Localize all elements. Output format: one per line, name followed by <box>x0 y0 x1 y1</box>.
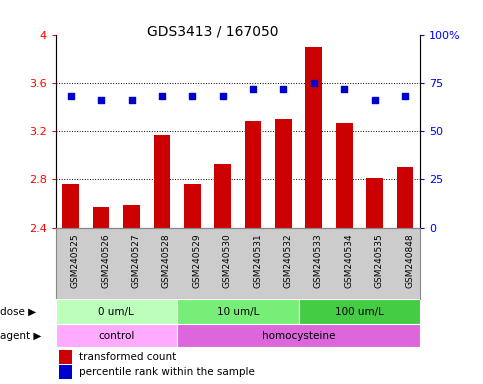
Text: GSM240526: GSM240526 <box>101 233 110 288</box>
Text: homocysteine: homocysteine <box>262 331 335 341</box>
Bar <box>56 324 177 347</box>
Point <box>67 93 74 99</box>
Bar <box>59 351 72 364</box>
Text: GSM240525: GSM240525 <box>71 233 80 288</box>
Text: 10 um/L: 10 um/L <box>217 306 259 316</box>
Text: GSM240534: GSM240534 <box>344 233 353 288</box>
Point <box>401 93 409 99</box>
Point <box>219 93 227 99</box>
Bar <box>177 299 298 324</box>
Point <box>128 97 135 103</box>
Point <box>249 86 257 92</box>
Bar <box>123 205 140 228</box>
Text: GSM240532: GSM240532 <box>284 233 293 288</box>
Bar <box>305 46 322 228</box>
Bar <box>275 119 292 228</box>
Text: agent ▶: agent ▶ <box>0 331 42 341</box>
Text: GSM240535: GSM240535 <box>375 233 384 288</box>
Text: GSM240529: GSM240529 <box>192 233 201 288</box>
Text: GSM240530: GSM240530 <box>223 233 232 288</box>
Point <box>188 93 196 99</box>
Text: GSM240848: GSM240848 <box>405 233 414 288</box>
Text: GSM240527: GSM240527 <box>131 233 141 288</box>
Bar <box>184 184 200 228</box>
Bar <box>298 299 420 324</box>
Bar <box>397 167 413 228</box>
Point <box>371 97 379 103</box>
Text: 0 um/L: 0 um/L <box>99 306 134 316</box>
Bar <box>336 122 353 228</box>
Point <box>341 86 348 92</box>
Text: dose ▶: dose ▶ <box>0 306 36 316</box>
Text: control: control <box>98 331 134 341</box>
Text: transformed count: transformed count <box>79 352 176 362</box>
Text: GSM240531: GSM240531 <box>253 233 262 288</box>
Text: GSM240528: GSM240528 <box>162 233 171 288</box>
Point <box>310 80 318 86</box>
Bar <box>56 299 177 324</box>
Bar <box>214 164 231 228</box>
Text: GDS3413 / 167050: GDS3413 / 167050 <box>147 25 278 39</box>
Bar <box>154 135 170 228</box>
Bar <box>177 324 420 347</box>
Text: 100 um/L: 100 um/L <box>335 306 384 316</box>
Point <box>280 86 287 92</box>
Bar <box>62 184 79 228</box>
Bar <box>93 207 110 228</box>
Text: GSM240533: GSM240533 <box>314 233 323 288</box>
Bar <box>245 121 261 228</box>
Text: percentile rank within the sample: percentile rank within the sample <box>79 367 255 377</box>
Point <box>97 97 105 103</box>
Point <box>158 93 166 99</box>
Bar <box>366 178 383 228</box>
Bar <box>59 365 72 379</box>
